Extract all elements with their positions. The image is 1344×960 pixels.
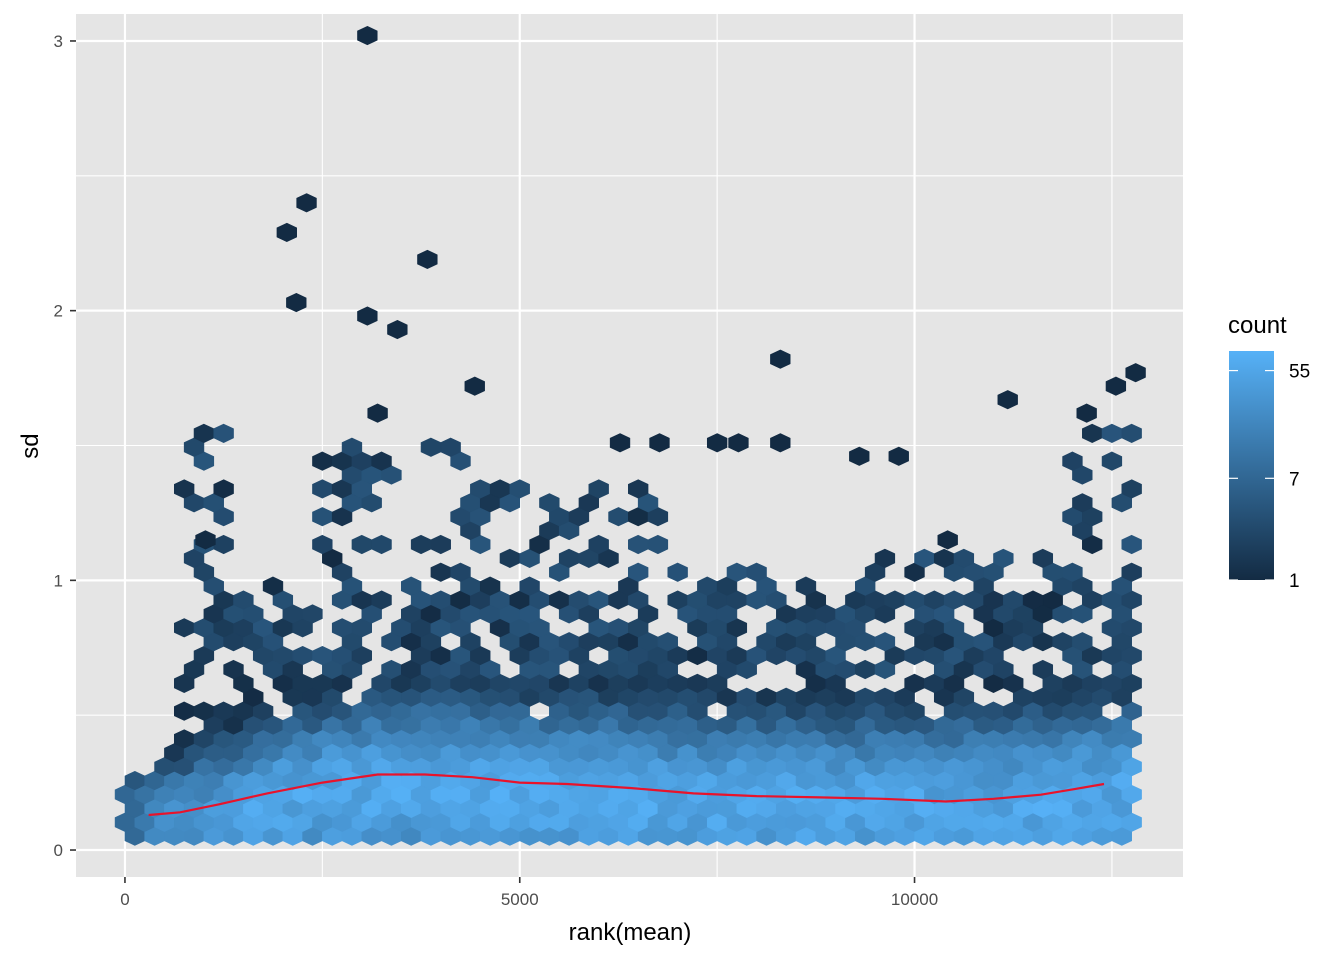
hex-bin — [233, 590, 254, 610]
x-tick-label: 10000 — [891, 890, 938, 909]
hex-bin — [1072, 493, 1093, 513]
hex-bin — [174, 479, 195, 499]
hex-bin — [213, 423, 234, 443]
hex-bin — [371, 534, 392, 555]
hex-bin-outlier — [357, 306, 378, 326]
hex-bin-outlier — [357, 25, 378, 46]
hex-bin — [371, 590, 392, 610]
hex-bin — [450, 562, 471, 582]
y-tick-label: 3 — [54, 32, 63, 51]
legend-label: 55 — [1289, 362, 1310, 383]
hex-bin — [519, 576, 540, 596]
hex-bin — [509, 479, 530, 499]
hex-bin — [1032, 548, 1054, 568]
hex-bin-outlier — [649, 433, 670, 453]
hex-bin — [746, 562, 767, 582]
hex-bin-outlier — [1125, 363, 1146, 383]
y-axis-title: sd — [17, 433, 44, 458]
hex-bin — [430, 534, 451, 555]
hex-bin — [1121, 423, 1142, 443]
hex-bin — [223, 659, 244, 680]
hex-bin-outlier — [417, 249, 438, 270]
hex-bin-outlier — [286, 292, 307, 313]
hex-bin-outlier — [706, 433, 728, 453]
legend-colorbar — [1229, 351, 1274, 580]
hex-bin — [1121, 479, 1142, 499]
hex-bin-outlier — [609, 433, 631, 453]
hex-bin — [479, 576, 501, 596]
hex-bin — [262, 576, 284, 596]
hex-bins — [114, 25, 1146, 846]
hex-bin — [1062, 562, 1083, 582]
legend-title: count — [1228, 312, 1287, 339]
x-axis-ticks: 0 5000 10000 — [120, 877, 938, 909]
hex-bin — [628, 562, 649, 582]
hex-bin — [953, 548, 975, 568]
hex-bin — [874, 548, 896, 568]
x-tick-label: 0 — [120, 890, 129, 909]
hex-bin-outlier — [770, 349, 791, 369]
hex-bin — [588, 534, 609, 555]
y-tick-label: 2 — [54, 302, 63, 321]
smooth-line — [148, 773, 1105, 817]
hex-bin — [440, 437, 461, 457]
x-axis-title: rank(mean) — [569, 919, 692, 946]
legend-label: 7 — [1289, 469, 1300, 490]
hex-bin — [874, 632, 896, 652]
hex-bin-outlier — [937, 530, 958, 550]
hex-bin — [657, 632, 678, 652]
hex-bin-outlier — [770, 433, 791, 453]
hex-bin-outlier — [728, 433, 749, 453]
hex-bin — [401, 576, 422, 596]
hex-bin — [213, 479, 234, 499]
hex-bin — [667, 562, 688, 582]
hex-bin — [302, 604, 323, 624]
hex-bin — [1101, 451, 1123, 471]
hex-bin-outlier — [997, 390, 1018, 410]
hex-bin-outlier — [195, 530, 216, 550]
hex-bin — [795, 576, 817, 596]
hex-bin-outlier — [888, 446, 909, 466]
hex-bin — [628, 479, 649, 499]
hex-bin-outlier — [296, 193, 317, 213]
hex-bin — [539, 493, 560, 513]
y-tick-label: 0 — [54, 841, 63, 860]
y-tick-label: 1 — [54, 571, 63, 590]
hex-bin-outlier — [276, 222, 297, 243]
hex-bin — [371, 451, 392, 471]
legend-label: 1 — [1289, 571, 1300, 592]
hex-bin-outlier — [464, 376, 485, 396]
hex-bin-outlier — [849, 446, 870, 466]
hex-bin — [1062, 451, 1083, 471]
y-axis-ticks: 0 1 2 3 — [54, 32, 76, 860]
hex-bin — [1032, 659, 1054, 680]
hex-bin — [993, 548, 1014, 568]
hex-bin-outlier — [1105, 376, 1127, 396]
hex-bin — [1121, 534, 1142, 555]
hex-bin — [1121, 562, 1142, 582]
hex-bin-outlier — [367, 403, 388, 423]
hex-bin-outlier — [1076, 403, 1097, 423]
x-tick-label: 5000 — [501, 890, 539, 909]
hex-bin — [1072, 632, 1093, 652]
hex-bin — [341, 437, 363, 457]
hex-bin-outlier — [387, 319, 408, 340]
hex-bin — [312, 534, 333, 555]
hex-bin — [647, 534, 669, 555]
hex-bin — [588, 479, 609, 499]
